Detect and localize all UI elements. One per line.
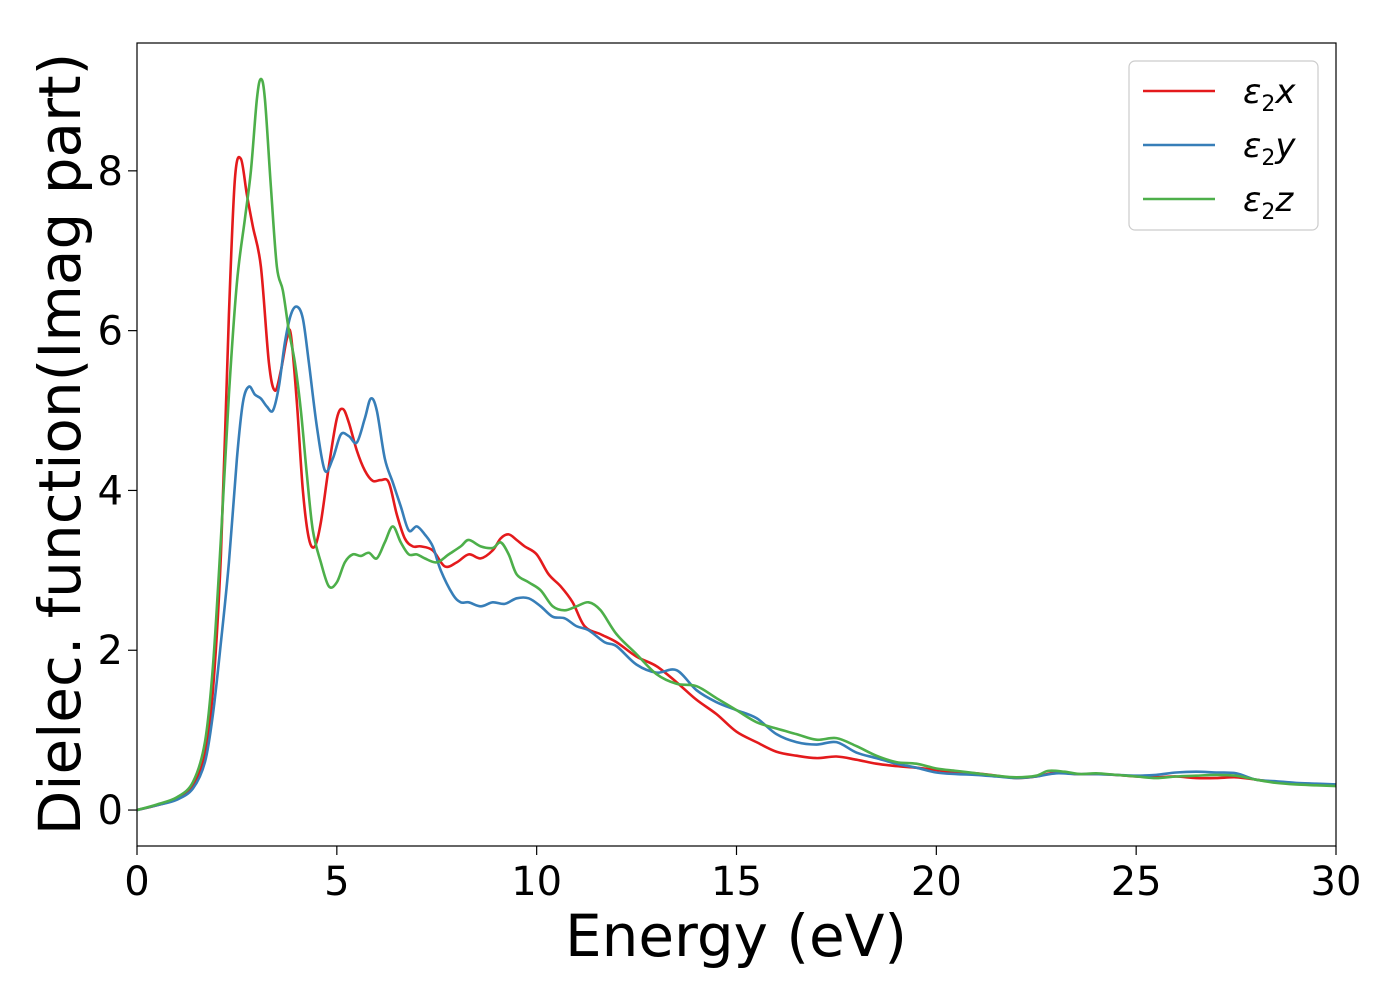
- x-tick-label: 10: [511, 859, 562, 905]
- y-tick-label: 2: [98, 628, 123, 674]
- x-tick-label: 0: [124, 859, 149, 905]
- legend-label-z: ε2z: [1243, 180, 1294, 225]
- x-tick-label: 5: [324, 859, 349, 905]
- y-tick-label: 6: [98, 309, 123, 355]
- y-tick-label: 4: [98, 468, 123, 514]
- x-tick-label: 20: [911, 859, 962, 905]
- series-layer: [137, 77, 1336, 812]
- legend-label-y: ε2y: [1243, 126, 1296, 171]
- y-tick-label: 8: [98, 149, 123, 195]
- y-axis-title: Dielec. function(Imag part): [26, 53, 94, 836]
- x-tick-label: 30: [1311, 859, 1362, 905]
- legend-label-x: ε2x: [1243, 72, 1296, 117]
- x-tick-label: 15: [711, 859, 762, 905]
- x-axis-title: Energy (eV): [565, 902, 907, 970]
- legend: ε2x ε2y ε2z: [1128, 60, 1319, 231]
- y-axis: 0 2 4 6 8: [98, 149, 137, 834]
- y-tick-label: 0: [98, 788, 123, 834]
- series-line-z: [137, 77, 1336, 812]
- x-axis: 0 5 10 15 20 25 30: [124, 846, 1361, 905]
- x-tick-label: 25: [1111, 859, 1162, 905]
- legend-box: [1128, 60, 1319, 231]
